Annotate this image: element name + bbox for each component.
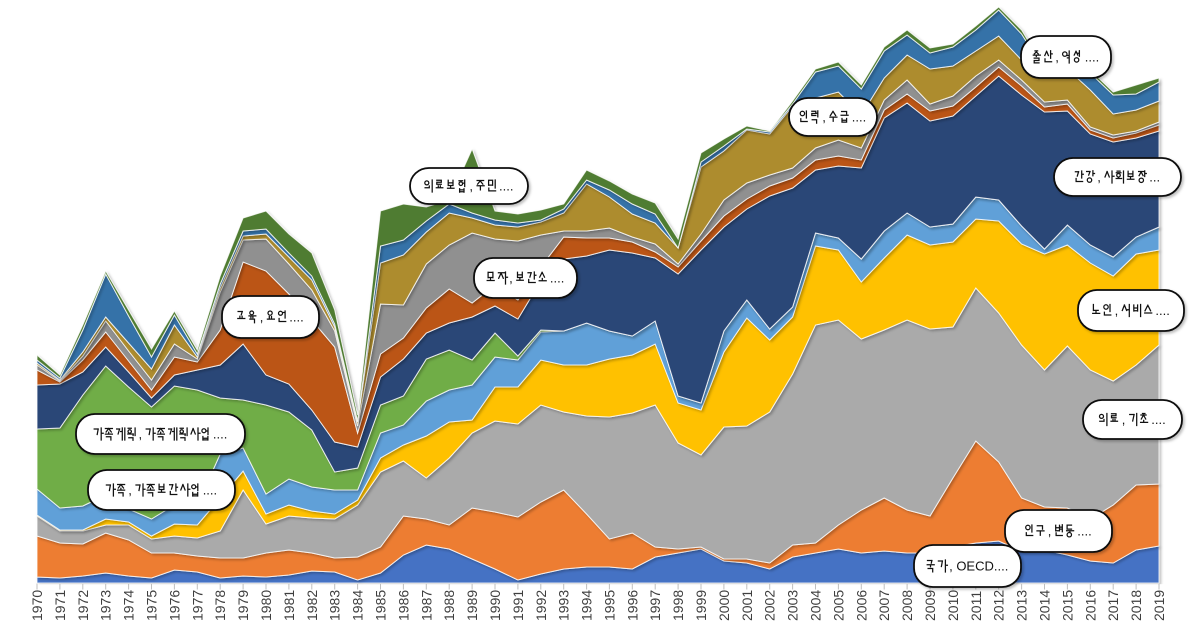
svg-text:,: , <box>469 179 473 194</box>
svg-text:2004: 2004 <box>808 590 824 621</box>
svg-text:1993: 1993 <box>556 590 572 621</box>
svg-text:....: .... <box>1155 303 1169 318</box>
svg-text:....: .... <box>213 427 227 442</box>
svg-text:,: , <box>139 427 143 442</box>
svg-text:,: , <box>1097 170 1101 185</box>
svg-text:,: , <box>822 110 826 125</box>
svg-text:2017: 2017 <box>1105 590 1121 621</box>
svg-text:1991: 1991 <box>510 590 526 621</box>
svg-text:....: .... <box>1151 412 1165 427</box>
svg-text:,: , <box>509 271 513 286</box>
svg-text:2007: 2007 <box>876 590 892 621</box>
svg-text:2015: 2015 <box>1059 590 1075 621</box>
svg-text:1984: 1984 <box>350 590 366 621</box>
svg-text:1983: 1983 <box>327 590 343 621</box>
svg-text:....: .... <box>499 179 513 194</box>
svg-text:2005: 2005 <box>830 590 846 621</box>
svg-text:2001: 2001 <box>739 590 755 621</box>
svg-text:1997: 1997 <box>647 590 663 621</box>
svg-text:....: .... <box>1077 524 1091 539</box>
svg-text:,: , <box>1048 524 1052 539</box>
svg-text:2018: 2018 <box>1128 590 1144 621</box>
svg-text:1990: 1990 <box>487 590 503 621</box>
svg-text:....: .... <box>1085 50 1099 65</box>
svg-text:1978: 1978 <box>212 590 228 621</box>
svg-text:1981: 1981 <box>281 590 297 621</box>
svg-text:,: , <box>128 483 132 498</box>
svg-text:1972: 1972 <box>75 590 91 621</box>
svg-text:2012: 2012 <box>991 590 1007 621</box>
svg-text:,: , <box>1055 50 1059 65</box>
svg-text:1971: 1971 <box>52 590 68 621</box>
svg-text:1980: 1980 <box>258 590 274 621</box>
svg-text:, OECD....: , OECD.... <box>949 559 1008 574</box>
svg-text:....: .... <box>289 310 303 325</box>
svg-text:1988: 1988 <box>441 590 457 621</box>
svg-text:1982: 1982 <box>304 590 320 621</box>
svg-text:2006: 2006 <box>853 590 869 621</box>
svg-text:1995: 1995 <box>601 590 617 621</box>
svg-text:2014: 2014 <box>1037 590 1053 621</box>
svg-text:1996: 1996 <box>624 590 640 621</box>
svg-text:2000: 2000 <box>716 590 732 621</box>
svg-text:,: , <box>260 310 264 325</box>
svg-text:,: , <box>1122 412 1126 427</box>
svg-text:2008: 2008 <box>899 590 915 621</box>
svg-text:2013: 2013 <box>1014 590 1030 621</box>
svg-text:2019: 2019 <box>1151 590 1167 621</box>
svg-text:....: .... <box>852 110 866 125</box>
svg-text:2010: 2010 <box>945 590 961 621</box>
svg-text:,: , <box>1115 303 1119 318</box>
svg-text:1973: 1973 <box>98 590 114 621</box>
svg-text:1970: 1970 <box>29 590 45 621</box>
svg-text:1975: 1975 <box>144 590 160 621</box>
svg-text:...: ... <box>1149 170 1160 185</box>
svg-text:1987: 1987 <box>418 590 434 621</box>
svg-text:1999: 1999 <box>693 590 709 621</box>
svg-text:2002: 2002 <box>762 590 778 621</box>
svg-text:1994: 1994 <box>579 590 595 621</box>
svg-text:2003: 2003 <box>785 590 801 621</box>
svg-text:1977: 1977 <box>189 590 205 621</box>
svg-text:1974: 1974 <box>121 590 137 621</box>
svg-text:....: .... <box>203 483 217 498</box>
svg-text:1985: 1985 <box>373 590 389 621</box>
svg-text:2009: 2009 <box>922 590 938 621</box>
svg-text:....: .... <box>550 271 564 286</box>
svg-text:1976: 1976 <box>166 590 182 621</box>
svg-text:1986: 1986 <box>395 590 411 621</box>
svg-text:1992: 1992 <box>533 590 549 621</box>
svg-text:2016: 2016 <box>1082 590 1098 621</box>
svg-text:1989: 1989 <box>464 590 480 621</box>
svg-text:2011: 2011 <box>968 591 984 621</box>
svg-text:1979: 1979 <box>235 590 251 621</box>
svg-text:1998: 1998 <box>670 590 686 621</box>
